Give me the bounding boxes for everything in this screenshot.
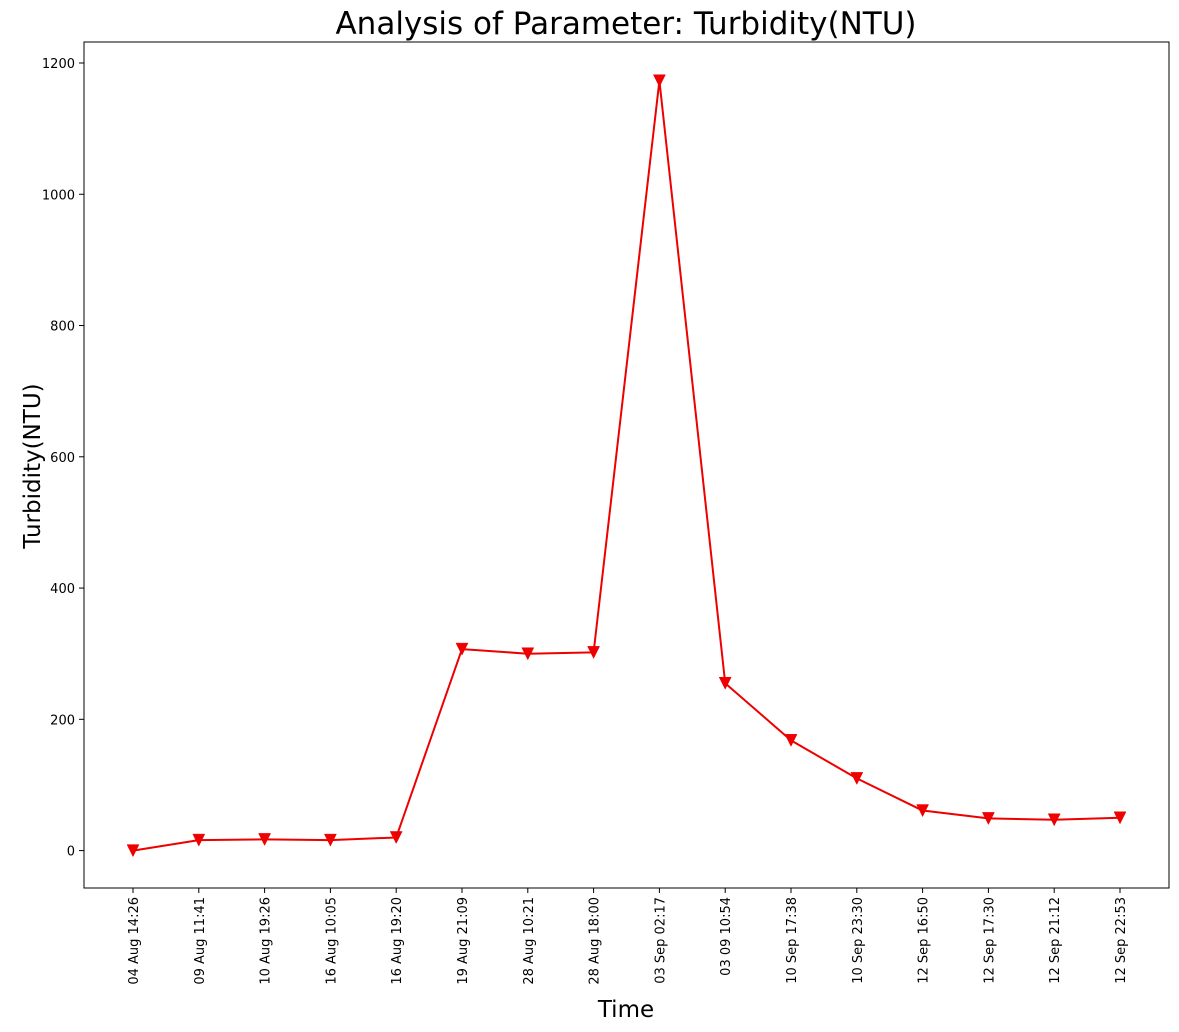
- x-tick-label: 10 Sep 23:30: [851, 897, 866, 984]
- data-point-marker: [587, 646, 601, 659]
- data-point-marker: [192, 833, 206, 847]
- data-point-marker: [784, 734, 798, 747]
- x-tick-label: 03 Sep 02:17: [653, 897, 668, 984]
- x-tick-label: 19 Aug 21:09: [456, 897, 471, 985]
- data-point-marker: [455, 642, 469, 656]
- data-point-marker: [1113, 811, 1127, 825]
- x-tick-label: 12 Sep 17:30: [982, 897, 997, 984]
- x-tick-label: 28 Aug 18:00: [588, 897, 603, 985]
- data-point-marker: [323, 833, 337, 847]
- x-axis-label: Time: [597, 997, 654, 1023]
- x-tick-label: 10 Aug 19:26: [259, 897, 274, 985]
- plot-area: [83, 41, 1170, 889]
- x-tick-label: 09 Aug 11:41: [193, 897, 208, 985]
- data-point-marker: [521, 647, 535, 661]
- data-point-marker: [916, 804, 930, 818]
- x-tick-label: 16 Aug 10:05: [324, 897, 339, 985]
- y-tick-label: 600: [50, 451, 75, 466]
- y-tick-label: 800: [50, 320, 75, 335]
- x-tick-label: 03 09 10:54: [719, 897, 734, 976]
- y-axis-label: Turbidity(NTU): [20, 383, 46, 549]
- y-axis: 0 200 400 600 800 1000 1200: [42, 57, 84, 860]
- data-point-marker: [1047, 813, 1061, 827]
- x-tick-label: 04 Aug 14:26: [127, 897, 142, 985]
- x-tick-label: 12 Sep 21:12: [1048, 897, 1063, 984]
- data-point-marker: [389, 831, 403, 845]
- data-point-marker: [258, 833, 272, 846]
- x-tick-label: 12 Sep 22:53: [1114, 897, 1129, 984]
- x-tick-label: 12 Sep 16:50: [917, 897, 932, 984]
- x-tick-label: 16 Aug 19:20: [390, 897, 405, 985]
- y-tick-label: 0: [67, 845, 75, 860]
- y-tick-label: 1200: [42, 57, 75, 72]
- x-tick-label: 28 Aug 10:21: [522, 897, 537, 985]
- y-tick-label: 200: [50, 713, 75, 728]
- chart-title: Analysis of Parameter: Turbidity(NTU): [335, 6, 916, 42]
- data-point-marker: [850, 772, 864, 785]
- data-point-marker: [652, 74, 666, 88]
- x-tick-label: 10 Sep 17:38: [785, 897, 800, 984]
- data-point-marker: [126, 844, 140, 858]
- series-group: [126, 74, 1127, 858]
- data-point-marker: [718, 676, 732, 690]
- x-axis: 04 Aug 14:26 09 Aug 11:41 10 Aug 19:26 16 A…: [127, 888, 1129, 985]
- y-tick-label: 400: [50, 582, 75, 597]
- y-tick-label: 1000: [42, 188, 75, 203]
- data-point-marker: [981, 812, 995, 825]
- series-line: [132, 79, 1121, 852]
